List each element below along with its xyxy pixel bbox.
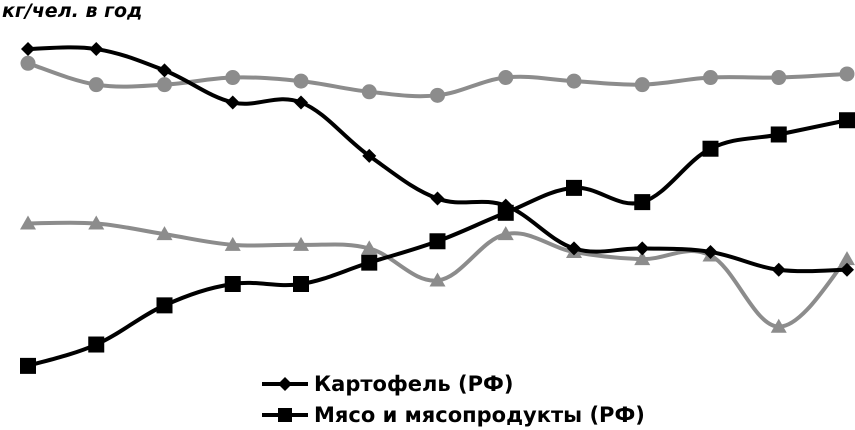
- series-diamond-point-4: [225, 95, 240, 110]
- series-circle-point-7: [430, 87, 445, 103]
- series-triangle-point-10: [634, 251, 651, 266]
- series-circle-point-9: [566, 73, 582, 89]
- series-square-point-5: [293, 276, 309, 292]
- legend-swatch-diamond-line: [262, 376, 308, 391]
- series-diamond-point-2: [89, 42, 104, 57]
- series-square-point-11: [702, 140, 719, 157]
- series-circle-point-10: [634, 77, 650, 93]
- series-triangle-point-2: [88, 215, 105, 230]
- legend: Картофель (РФ) Мясо и мясопродукты (РФ): [262, 368, 645, 430]
- series-diamond-point-13: [840, 262, 854, 277]
- series-circle-point-6: [361, 84, 377, 100]
- legend-label-potato: Картофель (РФ): [314, 371, 514, 396]
- series-triangle-point-4: [224, 236, 241, 251]
- series-triangle-point-13: [839, 251, 855, 266]
- series-square-point-8: [497, 204, 514, 221]
- y-axis-unit-label: кг/чел. в год: [2, 0, 143, 22]
- series-square-point-6: [361, 254, 378, 271]
- series-circle-point-8: [498, 70, 514, 86]
- series-diamond-point-3: [157, 63, 172, 78]
- series-diamond-point-10: [635, 241, 650, 256]
- series-circle-point-3: [157, 77, 172, 93]
- series-triangle-point-12: [770, 318, 787, 333]
- legend-item-meat: Мясо и мясопродукты (РФ): [262, 399, 645, 430]
- series-circle-point-1: [20, 55, 36, 71]
- legend-swatch-square-line: [262, 407, 308, 422]
- series-square-point-12: [770, 126, 787, 143]
- series-circle-point-11: [703, 70, 718, 86]
- series-triangle-point-6: [361, 240, 378, 255]
- series-diamond-point-9: [567, 241, 581, 256]
- series-square-point-2: [88, 336, 105, 353]
- legend-label-meat: Мясо и мясопродукты (РФ): [314, 402, 645, 427]
- series-square-point-13: [839, 112, 855, 129]
- series-triangle-point-1: [20, 215, 36, 230]
- series-triangle-point-8: [497, 226, 514, 241]
- series-square-point-4: [224, 276, 241, 292]
- series-circle-point-4: [225, 70, 241, 86]
- series-diamond-point-6: [362, 148, 377, 163]
- series-square-point-1: [20, 357, 36, 374]
- series-square-point-7: [429, 233, 446, 250]
- series-circle-point-5: [293, 73, 309, 89]
- legend-item-potato: Картофель (РФ): [262, 368, 645, 399]
- series-diamond-point-11: [703, 244, 718, 259]
- series-square-point-10: [634, 194, 651, 211]
- series-diamond-point-5: [294, 95, 308, 110]
- series-circle-point-2: [88, 77, 104, 93]
- series-square-point-3: [156, 297, 173, 314]
- series-square-point-9: [566, 179, 582, 196]
- series-circle-point-13: [839, 66, 855, 82]
- series-triangle-point-5: [293, 236, 309, 251]
- series-triangle-point-7: [429, 272, 446, 287]
- series-circle-point-12: [771, 70, 787, 86]
- series-diamond-point-1: [21, 42, 35, 57]
- series-diamond-point-7: [430, 191, 445, 206]
- series-diamond-point-12: [771, 262, 786, 277]
- series-triangle-point-3: [156, 226, 173, 241]
